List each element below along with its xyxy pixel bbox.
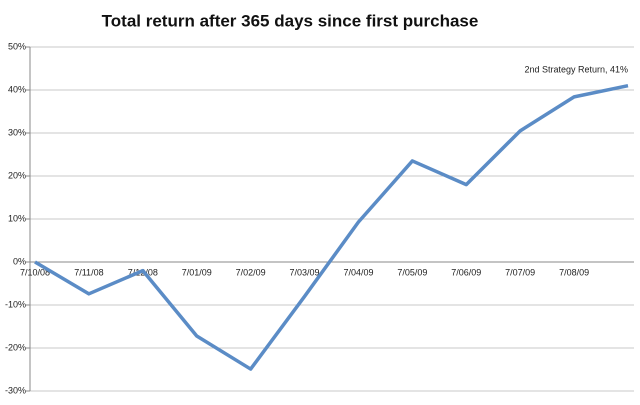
y-tick-label: 30%	[8, 127, 26, 137]
y-tick-label: 50%	[8, 41, 26, 51]
y-tick-label: -30%	[5, 385, 26, 395]
annotation: 2nd Strategy Return, 41%	[524, 64, 628, 74]
x-tick-label: 7/05/09	[397, 267, 427, 277]
y-tick-label: 0%	[13, 256, 26, 266]
x-tick-label: 7/11/08	[74, 267, 103, 277]
line-series	[34, 83, 629, 371]
y-tick-label: 20%	[8, 170, 26, 180]
y-tick-label: 10%	[8, 213, 26, 223]
x-tick-label: 7/06/09	[451, 267, 481, 277]
y-tick-label: -20%	[5, 342, 26, 352]
y-tick-label: -10%	[5, 299, 26, 309]
x-tick-label: 7/07/09	[505, 267, 535, 277]
y-tick-label: 40%	[8, 84, 26, 94]
x-tick-label: 7/08/09	[559, 267, 589, 277]
x-tick-label: 7/04/09	[343, 267, 373, 277]
chart-title: Total return after 365 days since first …	[102, 11, 479, 30]
x-tick-label: 7/03/09	[290, 267, 320, 277]
x-tick-label: 7/10/08	[20, 267, 50, 277]
x-tick-label: 7/02/09	[236, 267, 266, 277]
x-tick-label: 7/01/09	[182, 267, 212, 277]
